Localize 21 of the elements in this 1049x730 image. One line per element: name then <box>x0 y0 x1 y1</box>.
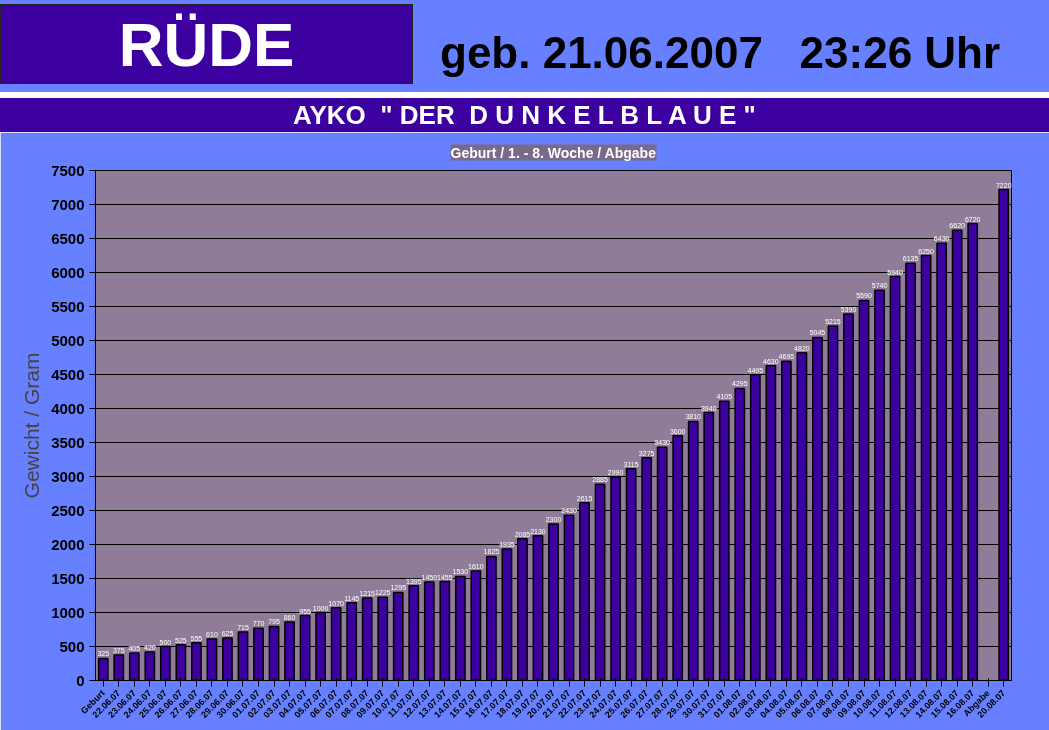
chart-title: AYKO " DER D U N K E L B L A U E " <box>0 98 1049 132</box>
y-tick-label: 6500 <box>51 229 85 247</box>
y-tick-label: 3000 <box>51 467 85 485</box>
text: geb. 21.06.2007 23:26 Uhr <box>440 27 1002 79</box>
y-tick-label: 2500 <box>51 501 85 519</box>
y-tick-label: 1000 <box>51 603 85 621</box>
text: RÜDE <box>0 4 413 84</box>
y-tick-label: 4000 <box>51 399 85 417</box>
y-tick-label: 2000 <box>51 535 85 553</box>
y-tick-label: 5500 <box>51 297 85 315</box>
y-tick-label: 0 <box>76 671 85 689</box>
y-tick-label: 5000 <box>51 331 85 349</box>
y-tick-label: 7500 <box>51 161 85 179</box>
chart-subtitle: Geburt / 1. - 8. Woche / Abgabe <box>450 144 657 161</box>
y-tick-label: 6000 <box>51 263 85 281</box>
y-tick-label: 7000 <box>51 195 85 213</box>
y-tick-label: 500 <box>59 637 85 655</box>
y-tick-label: 3500 <box>51 433 85 451</box>
y-axis-title: Gewicht / Gram <box>20 352 44 499</box>
y-tick-label: 1500 <box>51 569 85 587</box>
y-tick-label: 4500 <box>51 365 85 383</box>
